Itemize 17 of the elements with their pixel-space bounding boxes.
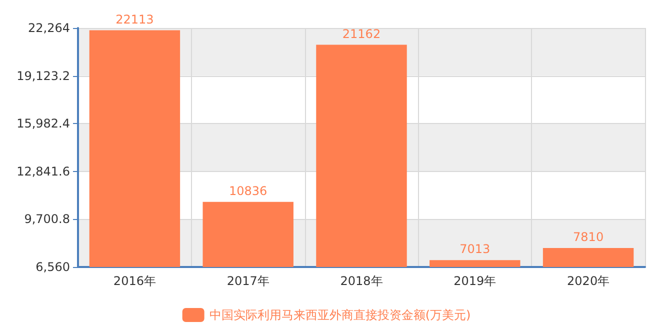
y-tick-label: 9,700.8 — [24, 212, 70, 226]
data-label: 10836 — [229, 184, 268, 198]
y-tick-label: 19,123.2 — [16, 68, 70, 83]
data-label: 22113 — [116, 12, 154, 26]
y-tick-label: 12,841.6 — [16, 164, 70, 178]
x-tick-label: 2016年 — [113, 274, 156, 288]
x-tick-label: 2020年 — [567, 274, 610, 288]
x-tick-label: 2019年 — [454, 274, 496, 288]
y-tick-label: 15,982.4 — [16, 116, 70, 131]
x-tick-label: 2018年 — [340, 274, 383, 288]
data-label: 21162 — [342, 26, 381, 41]
data-label: 7013 — [460, 242, 490, 256]
y-tick-label: 22,264 — [28, 21, 70, 35]
data-label: 7810 — [573, 230, 604, 244]
x-tick-label: 2017年 — [226, 274, 270, 288]
legend-label: 中国实际利用马来西亚外商直接投资金额(万美元) — [209, 308, 471, 322]
y-tick-label: 6,560 — [36, 260, 70, 274]
